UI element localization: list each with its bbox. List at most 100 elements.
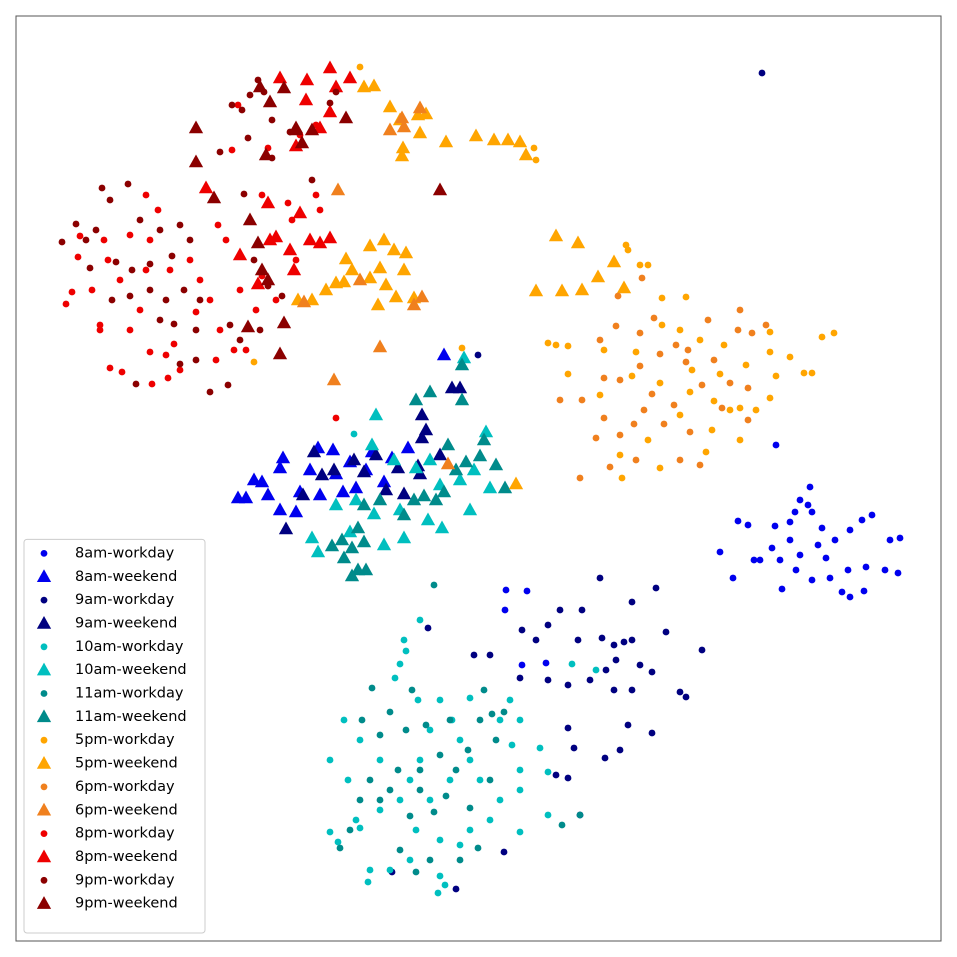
point bbox=[612, 322, 620, 330]
point bbox=[506, 696, 514, 704]
point bbox=[468, 128, 484, 142]
point bbox=[408, 392, 424, 406]
point bbox=[176, 366, 184, 374]
point bbox=[676, 411, 684, 419]
point bbox=[638, 274, 646, 282]
point bbox=[396, 507, 412, 521]
point bbox=[196, 276, 204, 284]
point bbox=[804, 501, 812, 509]
point bbox=[284, 199, 292, 207]
point bbox=[336, 844, 344, 852]
point bbox=[246, 91, 254, 99]
point bbox=[742, 361, 750, 369]
point bbox=[648, 668, 656, 676]
point bbox=[436, 696, 444, 704]
point bbox=[486, 776, 494, 784]
point bbox=[860, 587, 868, 595]
point bbox=[720, 341, 728, 349]
point bbox=[362, 270, 378, 284]
point bbox=[414, 407, 430, 421]
point bbox=[402, 726, 410, 734]
point bbox=[558, 821, 566, 829]
point bbox=[616, 431, 624, 439]
point bbox=[276, 80, 292, 94]
point bbox=[332, 414, 340, 422]
point bbox=[648, 390, 656, 398]
point bbox=[596, 391, 604, 399]
point bbox=[602, 666, 610, 674]
point bbox=[766, 394, 774, 402]
point bbox=[326, 756, 334, 764]
point bbox=[862, 563, 870, 571]
legend-label: 9pm-weekend bbox=[75, 896, 178, 912]
point bbox=[618, 474, 626, 482]
point bbox=[578, 396, 586, 404]
point bbox=[304, 292, 320, 306]
point bbox=[416, 786, 424, 794]
point bbox=[682, 293, 690, 301]
point bbox=[376, 232, 392, 246]
point bbox=[206, 190, 222, 204]
point bbox=[636, 329, 644, 337]
point bbox=[388, 289, 404, 303]
point bbox=[881, 566, 889, 574]
point bbox=[726, 379, 734, 387]
point bbox=[242, 346, 250, 354]
point bbox=[272, 346, 288, 360]
point bbox=[240, 190, 248, 198]
point bbox=[632, 348, 640, 356]
point bbox=[186, 236, 194, 244]
point bbox=[275, 450, 291, 464]
point bbox=[710, 356, 718, 364]
point bbox=[288, 504, 304, 518]
point bbox=[416, 766, 424, 774]
point bbox=[441, 881, 449, 889]
point bbox=[338, 251, 354, 265]
point bbox=[578, 606, 586, 614]
point bbox=[640, 406, 648, 414]
point bbox=[508, 476, 524, 490]
point bbox=[436, 751, 444, 759]
point bbox=[350, 430, 358, 438]
point bbox=[116, 276, 124, 284]
point bbox=[344, 540, 360, 554]
point bbox=[348, 492, 364, 506]
point bbox=[554, 283, 570, 297]
point bbox=[772, 441, 780, 449]
point bbox=[306, 444, 322, 458]
legend-label: 11am-workday bbox=[75, 686, 184, 702]
point bbox=[254, 262, 270, 276]
point bbox=[344, 776, 352, 784]
point bbox=[564, 342, 572, 350]
point bbox=[656, 464, 664, 472]
point bbox=[574, 636, 582, 644]
point bbox=[630, 420, 638, 428]
point bbox=[408, 686, 416, 694]
point bbox=[532, 156, 540, 164]
point bbox=[652, 584, 660, 592]
point bbox=[500, 708, 508, 716]
point bbox=[766, 348, 774, 356]
legend-marker bbox=[36, 569, 52, 582]
point bbox=[376, 474, 392, 488]
point bbox=[612, 656, 620, 664]
point bbox=[146, 286, 154, 294]
point bbox=[492, 736, 500, 744]
point bbox=[188, 154, 204, 168]
point bbox=[502, 586, 510, 594]
legend-label: 9am-workday bbox=[75, 592, 175, 608]
point bbox=[564, 370, 572, 378]
legend-label: 5pm-workday bbox=[75, 732, 175, 748]
point bbox=[146, 260, 154, 268]
point bbox=[400, 440, 416, 454]
point bbox=[382, 99, 398, 113]
legend-label: 5pm-weekend bbox=[75, 756, 178, 772]
point bbox=[126, 231, 134, 239]
point bbox=[762, 321, 770, 329]
point bbox=[698, 381, 706, 389]
point bbox=[162, 351, 170, 359]
legend-label: 8pm-weekend bbox=[75, 849, 178, 865]
legend-marker bbox=[40, 596, 48, 604]
point bbox=[628, 598, 636, 606]
